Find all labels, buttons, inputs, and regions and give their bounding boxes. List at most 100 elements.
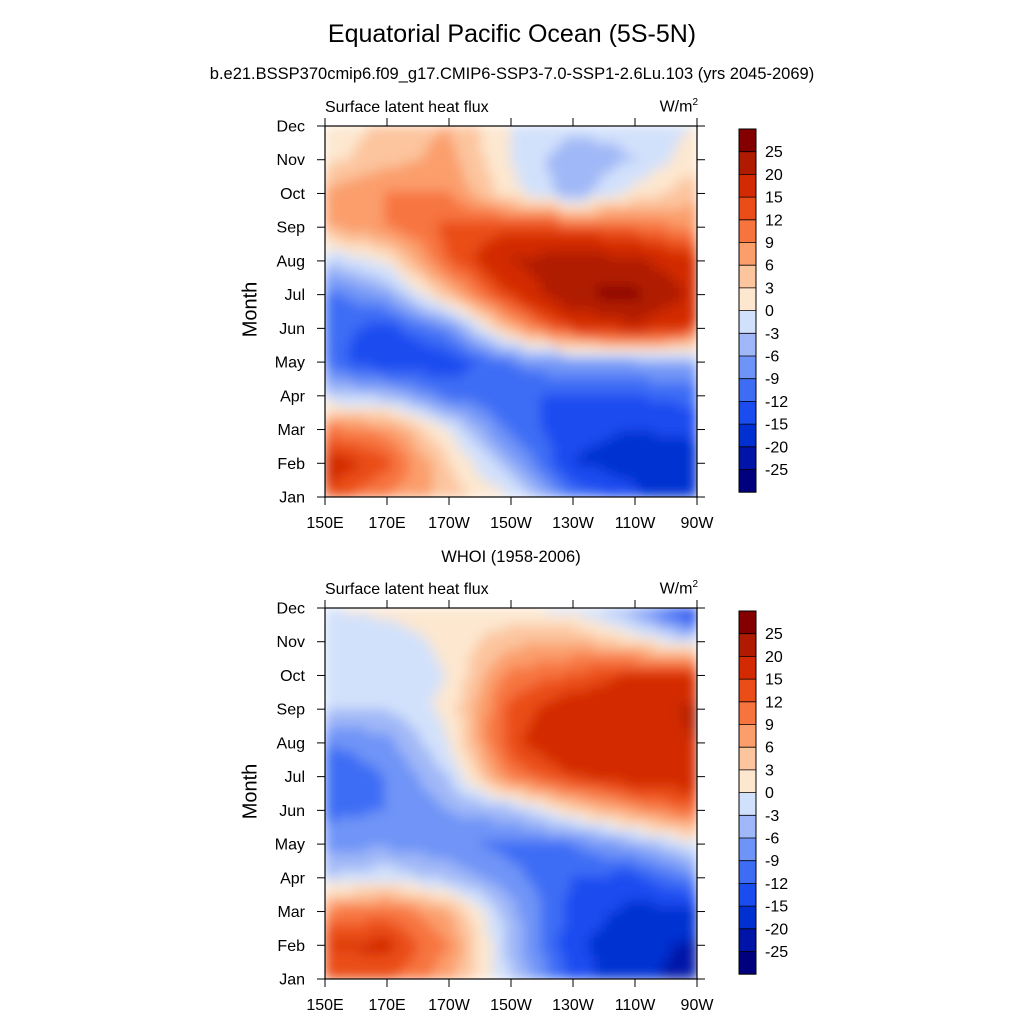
panel1-cell: [528, 197, 536, 205]
panel1-cell: [325, 269, 332, 277]
panel1-cell: [600, 316, 608, 324]
panel1-cell: [450, 454, 458, 462]
panel1-cell: [438, 305, 446, 312]
panel1-cell: [666, 358, 674, 366]
panel2-cell: [474, 608, 482, 615]
panel1-cell: [564, 448, 572, 456]
panel2-cell: [390, 631, 398, 639]
panel1-cell: [558, 179, 566, 187]
panel1-cell: [690, 484, 697, 492]
panel2-cell: [690, 613, 697, 621]
panel1-cell: [660, 424, 668, 432]
panel2-cell: [612, 655, 620, 663]
panel1-cell: [480, 209, 488, 217]
panel1-cell: [360, 358, 368, 366]
panel1-cell: [546, 352, 554, 360]
panel1-cell: [408, 418, 416, 426]
panel1-cell: [396, 346, 404, 354]
panel2-cell: [618, 631, 626, 639]
panel2-cell: [426, 691, 434, 699]
panel2-cell: [390, 703, 398, 711]
panel1-cell: [450, 430, 458, 438]
panel2-cell: [558, 625, 566, 633]
panel1-cell: [522, 197, 530, 205]
panel1-cell: [402, 293, 410, 301]
panel1-cell: [582, 161, 590, 169]
panel1-cell: [390, 311, 398, 318]
panel1-cell: [360, 239, 368, 247]
panel1-cell: [432, 454, 440, 462]
panel2-cell: [390, 709, 398, 717]
panel1-cell: [390, 275, 398, 283]
panel1-cell: [348, 448, 356, 456]
panel2-cell: [564, 679, 572, 687]
panel1-cell: [330, 484, 338, 492]
panel1-cell: [444, 454, 452, 462]
panel2-cell: [325, 673, 332, 681]
panel2-cell: [678, 637, 686, 645]
panel1-cell: [528, 215, 536, 223]
panel2-cell: [378, 691, 386, 699]
panel2-cell: [552, 643, 560, 651]
panel2-cell: [444, 631, 452, 639]
panel1-cell: [486, 287, 494, 295]
panel1-cell: [378, 466, 386, 474]
panel1-cell: [438, 466, 446, 474]
panel1-cell: [552, 161, 560, 169]
panel2-cell: [372, 619, 380, 627]
panel1-cell: [516, 239, 524, 247]
panel1-cell: [396, 442, 404, 450]
panel1-cell: [426, 400, 434, 408]
panel1-cell: [432, 167, 440, 175]
panel1-cell: [480, 358, 488, 366]
panel1-cell: [654, 269, 662, 277]
panel1-cell: [648, 203, 656, 211]
panel2-cell: [546, 691, 554, 699]
panel1-cell: [462, 358, 470, 366]
panel1-cell: [474, 418, 482, 426]
panel1-cell: [636, 311, 644, 318]
panel1-cell: [420, 221, 428, 229]
panel2-cell: [534, 637, 542, 645]
panel2-cell: [654, 697, 662, 705]
panel1-cell: [348, 394, 356, 402]
panel1-ytick-label: Jun: [279, 321, 305, 338]
panel2-cell: [498, 685, 506, 693]
panel1-cell: [606, 394, 614, 402]
panel2-cell: [504, 608, 512, 615]
panel1-cell: [552, 167, 560, 175]
panel2-cell: [522, 613, 530, 621]
panel1-cell: [618, 126, 626, 133]
panel1-cell: [582, 239, 590, 247]
panel1-cell: [336, 382, 344, 390]
panel1-cell: [498, 149, 506, 157]
panel2-cell: [414, 608, 422, 615]
panel2-field-cells: [325, 608, 697, 979]
panel1-cell: [366, 227, 374, 235]
panel1-xtick-label: 150E: [306, 515, 343, 532]
panel1-cell: [576, 251, 584, 259]
panel1-cell: [342, 412, 350, 420]
panel2-cell: [612, 703, 620, 711]
panel1-cell: [672, 484, 680, 492]
panel1-cell: [588, 466, 596, 474]
panel1-cell: [456, 155, 464, 163]
panel1-cell: [630, 137, 638, 145]
panel1-cell: [612, 245, 620, 253]
panel1-cell: [492, 490, 500, 497]
panel1-cell: [468, 131, 476, 139]
panel2-cell: [606, 679, 614, 687]
panel1-cell: [564, 466, 572, 474]
panel1-cell: [325, 137, 332, 145]
panel1-cell: [684, 328, 692, 336]
panel1-cell: [432, 311, 440, 318]
panel2-cell: [432, 679, 440, 687]
panel1-cell: [414, 245, 422, 253]
panel1-cell: [642, 472, 650, 480]
panel1-cell: [414, 340, 422, 348]
panel2-cell: [336, 709, 344, 717]
panel1-cell: [570, 364, 578, 372]
panel1-cell: [630, 382, 638, 390]
panel1-cell: [396, 149, 404, 157]
panel2-cell: [612, 667, 620, 675]
